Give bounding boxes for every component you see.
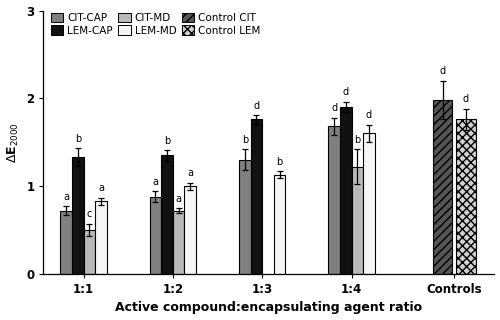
X-axis label: Active compound:encapsulating agent ratio: Active compound:encapsulating agent rati…: [116, 301, 422, 315]
Text: b: b: [164, 136, 170, 146]
Bar: [274, 175, 285, 274]
Bar: [184, 186, 196, 274]
Text: d: d: [342, 87, 349, 98]
Text: d: d: [254, 100, 260, 111]
Legend: CIT-CAP, LEM-CAP, CIT-MD, LEM-MD, Control CIT, Control LEM: CIT-CAP, LEM-CAP, CIT-MD, LEM-MD, Contro…: [48, 11, 263, 38]
Bar: [363, 133, 375, 274]
Text: a: a: [188, 168, 194, 178]
Bar: [150, 196, 162, 274]
Bar: [352, 167, 363, 274]
Text: c: c: [86, 210, 92, 220]
Text: d: d: [463, 94, 469, 104]
Text: d: d: [331, 103, 337, 113]
Text: b: b: [74, 134, 81, 144]
Bar: [84, 230, 95, 274]
Bar: [328, 126, 340, 274]
Text: a: a: [63, 192, 69, 202]
Text: a: a: [152, 177, 158, 187]
Bar: [173, 211, 184, 274]
Text: d: d: [366, 110, 372, 120]
Text: a: a: [176, 194, 182, 204]
Bar: [433, 100, 452, 274]
Bar: [239, 160, 250, 274]
Text: b: b: [354, 135, 360, 145]
Text: d: d: [440, 66, 446, 76]
Text: b: b: [242, 135, 248, 145]
Bar: [340, 107, 351, 274]
Bar: [72, 157, 84, 274]
Bar: [250, 119, 262, 274]
Bar: [95, 201, 107, 274]
Text: a: a: [98, 183, 104, 193]
Bar: [456, 119, 475, 274]
Y-axis label: $\Delta$E$_{2000}$: $\Delta$E$_{2000}$: [6, 122, 20, 163]
Text: b: b: [276, 157, 282, 167]
Bar: [60, 211, 72, 274]
Bar: [162, 156, 173, 274]
